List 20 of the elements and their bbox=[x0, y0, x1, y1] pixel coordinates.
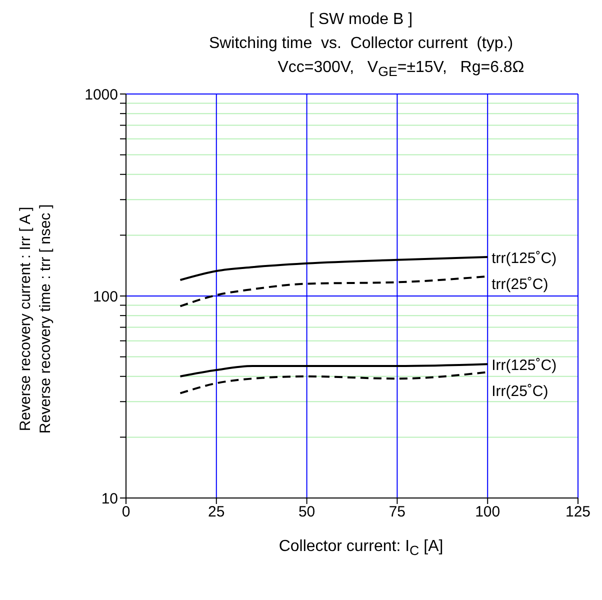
series-label: trr(25˚C) bbox=[492, 276, 548, 294]
x-tick-label: 25 bbox=[208, 504, 225, 521]
x-tick-label: 0 bbox=[122, 504, 130, 521]
chart-title: [ SW mode B ] bbox=[308, 10, 414, 30]
x-tick-label: 125 bbox=[565, 504, 591, 521]
line-series bbox=[179, 363, 489, 378]
text: Vcc=300V, V$_{GE}$=±15V, Rg=6.8Ω bbox=[276, 58, 526, 82]
y-axis-title: Reverse recovery current : Irr [ A ] Reverse recovery time : trr [ nsec ] bbox=[17, 204, 54, 434]
x-tick-label: 50 bbox=[298, 504, 316, 521]
series-label: Irr(25˚C) bbox=[492, 383, 548, 400]
x-tick-label: 75 bbox=[388, 504, 406, 521]
y-tick-label: 1000 bbox=[84, 86, 118, 104]
x-tick-label: 100 bbox=[475, 504, 500, 521]
x-axis-title: Collector current: I$_{C}$ [A] bbox=[278, 538, 444, 558]
y-tick-label: 10 bbox=[101, 490, 118, 508]
y-tick-label: 100 bbox=[92, 288, 118, 306]
line-series bbox=[179, 256, 489, 282]
series-label: trr(125˚C) bbox=[492, 250, 557, 268]
chart-subtitle: Switching time vs. Collector current (typ.) bbox=[208, 34, 514, 54]
series-label: Irr(125˚C) bbox=[492, 357, 557, 374]
